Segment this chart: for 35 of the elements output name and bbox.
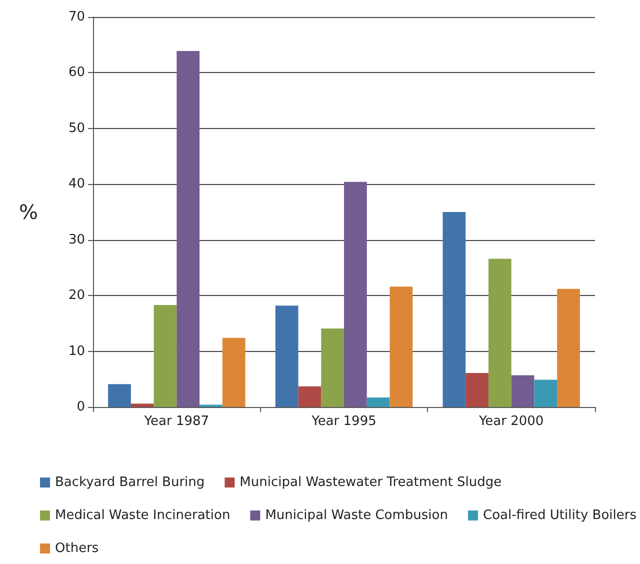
bar xyxy=(321,328,344,407)
x-tick-label: Year 2000 xyxy=(478,414,544,429)
legend-label: Coal-fired Utility Boilers xyxy=(482,508,637,523)
bar xyxy=(176,50,200,407)
bar xyxy=(390,286,413,407)
legend-label: Medical Waste Incineration xyxy=(55,508,230,523)
y-axis-title: % xyxy=(18,200,38,224)
bar xyxy=(130,404,154,407)
bar xyxy=(511,375,534,407)
bar xyxy=(466,373,488,407)
legend-label: Municipal Wastewater Treatment Sludge xyxy=(240,475,502,490)
bar xyxy=(557,288,580,407)
bar xyxy=(344,182,367,407)
legend-label: Backyard Barrel Buring xyxy=(55,475,205,490)
y-tick-label: 30 xyxy=(68,232,85,248)
y-tick-label: 50 xyxy=(68,120,85,136)
y-tick-label: 0 xyxy=(76,400,85,414)
x-tick-label: Year 1995 xyxy=(310,414,376,429)
legend-label: Others xyxy=(55,541,99,556)
bar xyxy=(488,258,512,407)
bar xyxy=(222,338,246,407)
bar xyxy=(154,305,177,407)
bar xyxy=(534,380,558,407)
bar xyxy=(366,398,390,407)
y-tick-label: 20 xyxy=(68,288,85,304)
legend-label: Municipal Waste Combusion xyxy=(265,508,448,523)
bar xyxy=(108,384,131,407)
x-tick-label: Year 1987 xyxy=(143,414,210,429)
bar xyxy=(275,306,298,407)
y-tick-label: 10 xyxy=(68,344,85,359)
y-tick-label: 60 xyxy=(68,65,85,80)
y-tick-label: 40 xyxy=(68,176,85,192)
bar xyxy=(298,386,322,407)
bar xyxy=(442,212,466,407)
y-tick-label: 70 xyxy=(68,10,85,24)
